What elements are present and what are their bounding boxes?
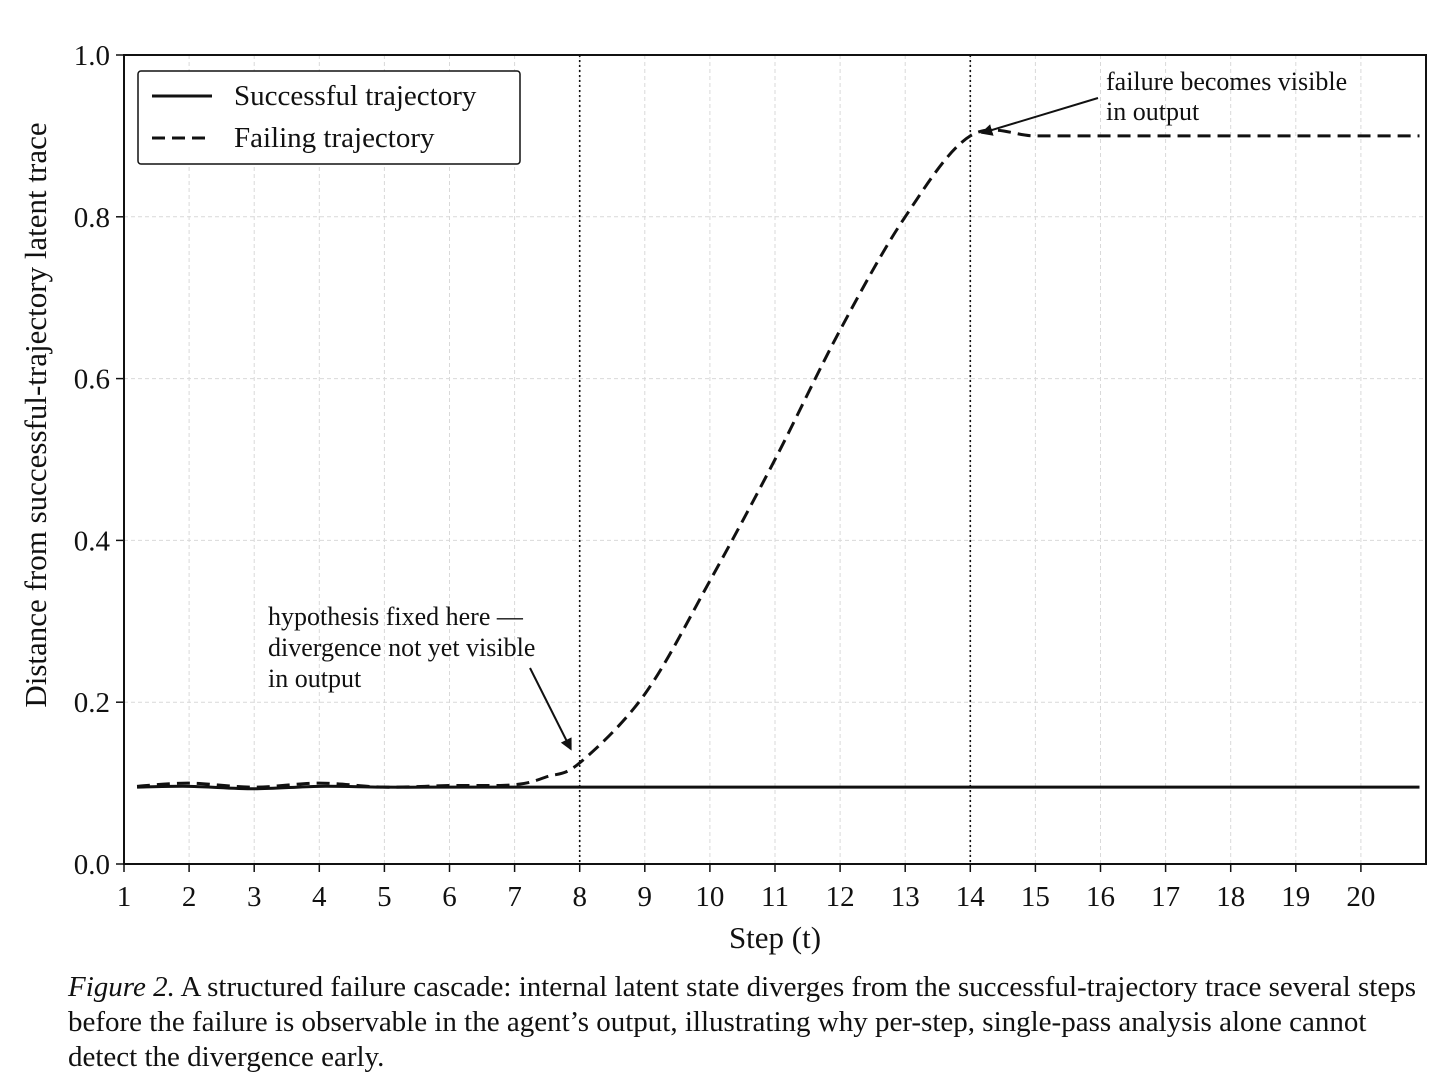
- x-tick-label: 11: [761, 881, 789, 913]
- x-tick-label: 16: [1086, 881, 1115, 913]
- legend-label-failing: Failing trajectory: [234, 122, 435, 154]
- series-lines: [136, 128, 1420, 791]
- legend: Successful trajectory Failing trajectory: [137, 70, 521, 165]
- x-axis-label: Step (t): [729, 920, 821, 955]
- x-tick-label: 9: [638, 881, 653, 913]
- y-tick-label: 0.4: [74, 525, 111, 557]
- x-tick-label: 6: [442, 881, 457, 913]
- x-tick-label: 4: [312, 881, 327, 913]
- y-tick-label: 1.0: [74, 40, 110, 72]
- x-tick-label: 12: [826, 881, 855, 913]
- annotation-failure-text: failure becomes visible: [1106, 67, 1347, 96]
- caption-text: A structured failure cascade: internal l…: [68, 971, 1416, 1073]
- x-tick-label: 15: [1021, 881, 1050, 913]
- successful-trajectory-line: [136, 784, 1420, 791]
- axis-ticks: 1 2 3 4 5 6 7 8 9 10 11 12 13 14 15 16 17 18 19 200.00.20.4…: [74, 40, 1376, 913]
- x-tick-label: 19: [1281, 881, 1310, 913]
- annotation-hypothesis-text: hypothesis fixed here —: [268, 602, 524, 631]
- x-tick-label: 3: [247, 881, 262, 913]
- x-tick-label: 10: [695, 881, 724, 913]
- x-tick-label: 14: [956, 881, 986, 913]
- caption-label: Figure 2.: [68, 971, 175, 1003]
- legend-label-successful: Successful trajectory: [234, 80, 477, 112]
- x-tick-label: 13: [891, 881, 920, 913]
- annotation-hypothesis-arrow: [529, 667, 572, 751]
- y-axis-label: Distance from successful-trajectory late…: [18, 122, 53, 707]
- y-tick-label: 0.6: [74, 364, 110, 396]
- line-chart: 1 2 3 4 5 6 7 8 9 10 11 12 13 14 15 16 17 18 19 200.00.20.4…: [18, 40, 1427, 955]
- annotations: hypothesis fixed here —divergence not ye…: [268, 67, 1347, 751]
- x-tick-label: 5: [377, 881, 392, 913]
- annotation-failure-arrow: [980, 97, 1099, 136]
- legend-box: [137, 70, 521, 165]
- x-tick-label: 17: [1151, 881, 1180, 913]
- annotation-hypothesis-text: in output: [268, 664, 362, 693]
- x-tick-label: 7: [507, 881, 522, 913]
- failing-trajectory-line: [136, 128, 1420, 789]
- y-tick-label: 0.0: [74, 849, 110, 881]
- x-tick-label: 18: [1216, 881, 1245, 913]
- x-tick-label: 8: [572, 881, 587, 913]
- annotation-hypothesis-text: divergence not yet visible: [268, 633, 535, 662]
- figure-caption: Figure 2. A structured failure cascade: …: [68, 970, 1428, 1075]
- x-tick-label: 2: [182, 881, 197, 913]
- x-tick-label: 20: [1346, 881, 1375, 913]
- y-tick-label: 0.8: [74, 202, 110, 234]
- y-tick-label: 0.2: [74, 687, 110, 719]
- annotation-failure-text: in output: [1106, 97, 1200, 126]
- x-tick-label: 1: [117, 881, 132, 913]
